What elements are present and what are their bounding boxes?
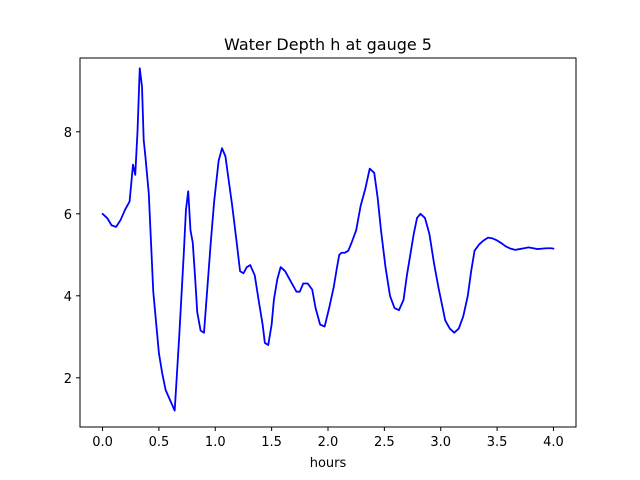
- x-tick-label: 0.0: [92, 435, 113, 450]
- x-axis-label: hours: [310, 456, 347, 471]
- x-tick-label: 3.5: [487, 435, 508, 450]
- y-tick-label: 4: [64, 290, 72, 305]
- y-axis: 2 4 6 8: [64, 126, 80, 387]
- x-tick-label: 2.5: [374, 435, 395, 450]
- series-line: [101, 67, 555, 412]
- chart-title: Water Depth h at gauge 5: [224, 35, 432, 54]
- x-tick-label: 2.0: [318, 435, 339, 450]
- y-tick-label: 6: [64, 208, 72, 223]
- plot-area: [101, 67, 555, 412]
- x-tick-label: 3.0: [430, 435, 451, 450]
- x-tick-label: 4.0: [543, 435, 564, 450]
- x-tick-label: 1.0: [205, 435, 226, 450]
- x-tick-label: 1.5: [261, 435, 282, 450]
- y-tick-label: 8: [64, 126, 72, 141]
- x-axis: 0.0 0.5 1.0 1.5 2.0 2.5 3.0 3.5 4.0: [92, 427, 564, 450]
- x-tick-label: 0.5: [149, 435, 170, 450]
- y-tick-label: 2: [64, 372, 72, 387]
